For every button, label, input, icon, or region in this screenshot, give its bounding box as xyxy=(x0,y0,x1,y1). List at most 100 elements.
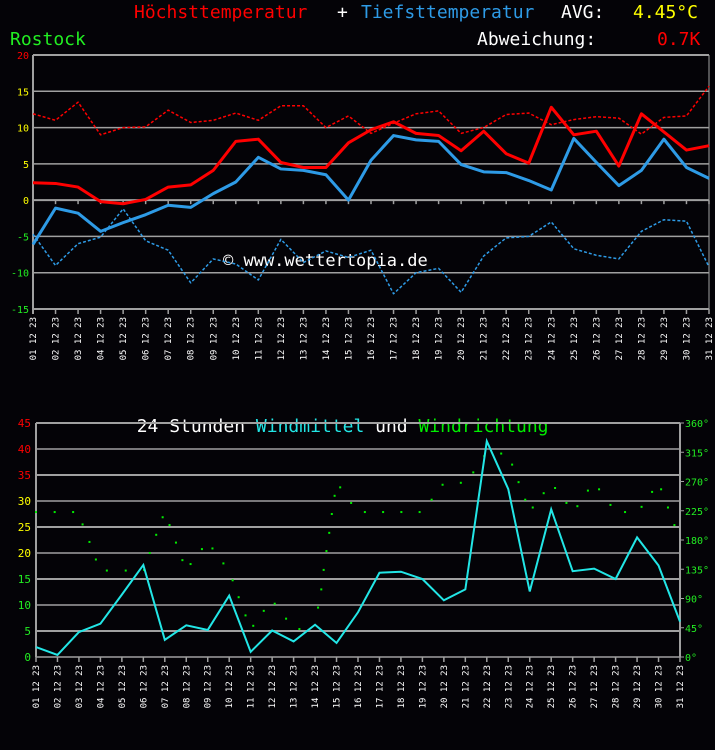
direction-dot xyxy=(325,550,328,553)
direction-dot xyxy=(531,506,534,509)
direction-dot xyxy=(565,501,568,504)
y-tick-label: 10 xyxy=(17,124,29,135)
x-tick-label: 05 12 23 xyxy=(118,665,128,708)
y-tick-label: -5 xyxy=(17,232,29,243)
direction-dot xyxy=(524,498,527,501)
direction-dot xyxy=(72,511,75,514)
avg-label: AVG: xyxy=(561,2,605,23)
direction-dot xyxy=(430,498,433,501)
x-tick-label: 24 12 23 xyxy=(526,665,536,708)
x-tick-label: 26 12 23 xyxy=(569,665,579,708)
deviation-value: 0.7K xyxy=(657,29,701,50)
direction-dot xyxy=(660,488,663,491)
direction-dot xyxy=(53,511,56,514)
x-tick-label: 03 12 23 xyxy=(75,665,85,708)
deviation-label: Abweichung: xyxy=(477,29,597,50)
direction-dot xyxy=(320,588,323,591)
x-tick-label: 07 12 23 xyxy=(161,665,171,708)
direction-dot xyxy=(124,569,127,572)
direction-dot xyxy=(88,540,91,543)
x-tick-label: 16 12 23 xyxy=(367,317,377,360)
x-tick-label: 17 12 23 xyxy=(375,665,385,708)
direction-dot xyxy=(382,511,385,514)
direction-dot xyxy=(285,617,288,620)
direction-dot xyxy=(673,524,676,527)
title-max: Höchsttemperatur xyxy=(134,2,308,23)
x-tick-label: 14 12 23 xyxy=(311,665,321,708)
x-tick-label: 01 12 23 xyxy=(29,317,39,360)
y-tick-label: 35 xyxy=(18,469,31,482)
wind-title-part4: Windrichtung xyxy=(418,416,549,437)
direction-dot xyxy=(542,492,545,495)
x-tick-label: 09 12 23 xyxy=(209,317,219,360)
watermark: © www.wettertopia.de xyxy=(223,251,428,271)
x-tick-label: 04 12 23 xyxy=(97,317,107,360)
x-tick-label: 02 12 23 xyxy=(53,665,63,708)
y2-tick-label: 135° xyxy=(685,565,709,576)
x-tick-label: 28 12 23 xyxy=(637,317,647,360)
y2-tick-label: 0° xyxy=(685,653,697,664)
wind-title-part2: Windmittel xyxy=(255,416,365,437)
direction-dot xyxy=(148,552,151,554)
y-tick-label: 15 xyxy=(17,87,29,98)
x-tick-label: 08 12 23 xyxy=(182,665,192,708)
location-label: Rostock xyxy=(10,29,86,50)
y2-tick-label: 270° xyxy=(685,478,709,489)
direction-dot xyxy=(598,488,601,491)
y-tick-label: 5 xyxy=(24,625,31,638)
avg-value: 4.45°C xyxy=(633,2,699,23)
x-tick-label: 13 12 23 xyxy=(290,665,300,708)
direction-dot xyxy=(298,628,301,631)
y-tick-label: 15 xyxy=(18,573,31,586)
direction-dot xyxy=(262,609,265,612)
direction-dot xyxy=(441,483,444,486)
direction-dot xyxy=(624,511,627,514)
x-tick-label: 06 12 23 xyxy=(142,317,152,360)
title-plus: + xyxy=(337,2,348,23)
direction-dot xyxy=(472,471,475,474)
x-tick-label: 10 12 23 xyxy=(232,317,242,360)
direction-dot xyxy=(161,516,164,519)
x-tick-label: 28 12 23 xyxy=(612,665,622,708)
x-tick-label: 04 12 23 xyxy=(96,665,106,708)
x-tick-label: 27 12 23 xyxy=(615,317,625,360)
direction-dot xyxy=(322,568,325,571)
x-tick-label: 21 12 23 xyxy=(461,665,471,708)
x-tick-label: 31 12 23 xyxy=(676,665,686,708)
direction-dot xyxy=(459,481,462,484)
direction-dot xyxy=(244,614,247,617)
x-tick-label: 03 12 23 xyxy=(74,317,84,360)
direction-dot xyxy=(400,511,403,514)
x-tick-label: 14 12 23 xyxy=(322,317,332,360)
direction-dot xyxy=(35,511,37,514)
x-tick-label: 25 12 23 xyxy=(570,317,580,360)
wind-title: 24 Stunden Windmittel und Windrichtung xyxy=(115,395,549,437)
direction-dot xyxy=(330,513,333,515)
direction-dot xyxy=(189,563,192,566)
x-tick-label: 26 12 23 xyxy=(592,317,602,360)
direction-dot xyxy=(222,562,225,565)
x-tick-label: 12 12 23 xyxy=(268,665,278,708)
direction-dot xyxy=(418,511,421,514)
wind-speed-line xyxy=(35,437,681,657)
min-temp-line xyxy=(31,134,710,246)
x-tick-label: 19 12 23 xyxy=(435,317,445,360)
direction-dot xyxy=(273,602,276,605)
x-tick-label: 22 12 23 xyxy=(502,317,512,360)
x-tick-label: 05 12 23 xyxy=(119,317,129,360)
title-min: Tiefsttemperatur xyxy=(361,2,535,23)
x-tick-label: 22 12 23 xyxy=(483,665,493,708)
x-tick-label: 23 12 23 xyxy=(525,317,535,360)
direction-dot xyxy=(363,511,366,514)
x-tick-label: 23 12 23 xyxy=(504,665,514,708)
direction-dot xyxy=(586,489,589,492)
y2-tick-label: 225° xyxy=(685,507,709,518)
y-tick-label: 30 xyxy=(18,495,31,508)
y-tick-label: 25 xyxy=(18,521,31,534)
direction-dot xyxy=(500,452,503,455)
x-tick-label: 29 12 23 xyxy=(660,317,670,360)
x-tick-label: 15 12 23 xyxy=(344,317,354,360)
y2-tick-label: 360° xyxy=(685,419,709,430)
x-tick-label: 11 12 23 xyxy=(254,317,264,360)
